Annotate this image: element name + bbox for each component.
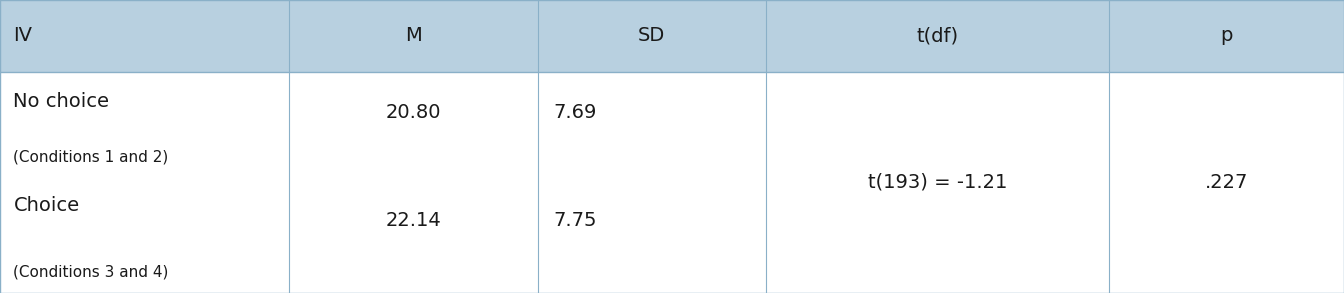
Text: M: M [405, 26, 422, 45]
Text: IV: IV [13, 26, 32, 45]
Bar [0, 0, 1344, 72]
Text: 20.80: 20.80 [386, 103, 441, 122]
Text: 7.69: 7.69 [554, 103, 597, 122]
Text: 22.14: 22.14 [386, 211, 441, 230]
Text: (Conditions 1 and 2): (Conditions 1 and 2) [13, 150, 169, 165]
Text: SD: SD [638, 26, 665, 45]
Text: 7.75: 7.75 [554, 211, 597, 230]
Text: t(193) = -1.21: t(193) = -1.21 [868, 173, 1007, 192]
Text: (Conditions 3 and 4): (Conditions 3 and 4) [13, 265, 169, 280]
Text: No choice: No choice [13, 92, 109, 110]
Text: Choice: Choice [13, 196, 79, 215]
Text: t(df): t(df) [917, 26, 958, 45]
Text: .227: .227 [1204, 173, 1249, 192]
Text: p: p [1220, 26, 1232, 45]
